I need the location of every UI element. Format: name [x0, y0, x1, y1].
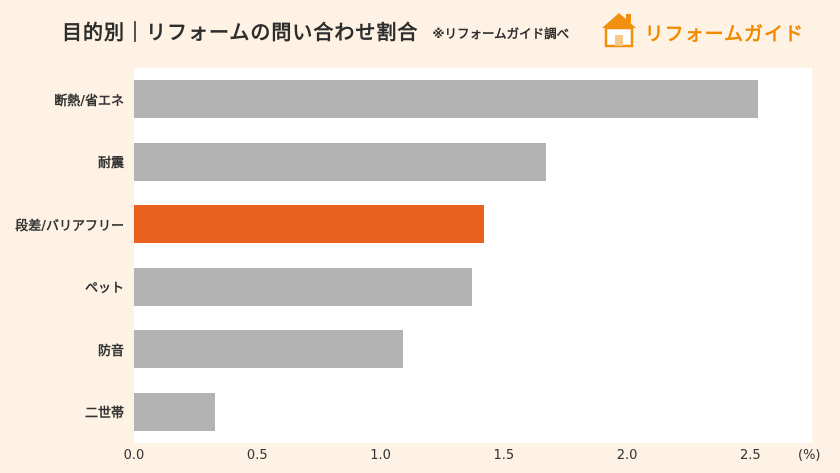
- x-tick-label: 2.0: [616, 448, 638, 463]
- category-label: 二世帯: [84, 406, 124, 422]
- source-note: ※リフォームガイド調べ: [432, 26, 570, 41]
- bar: [134, 392, 216, 431]
- logo-text: リフォームガイド: [644, 22, 804, 45]
- bar: [134, 330, 403, 369]
- category-label: 段差/バリアフリー: [15, 218, 124, 234]
- category-label: 断熱/省エネ: [54, 93, 124, 109]
- x-tick-label: 1.5: [493, 448, 515, 463]
- x-tick-label: 2.5: [740, 448, 761, 463]
- bar: [134, 267, 472, 306]
- bar: [134, 142, 546, 181]
- bar-highlighted: [134, 205, 485, 244]
- bar-row: 二世帯: [85, 381, 812, 444]
- bar-row: 断熱/省エネ: [54, 68, 812, 131]
- category-label: ペット: [84, 281, 124, 297]
- x-tick-label: 0.5: [246, 448, 268, 463]
- bar-row: 段差/バリアフリー: [15, 193, 812, 256]
- x-axis: (%) 0.0 0.5 1.0 1.5 2.0 2.5: [124, 448, 821, 468]
- x-tick-label: 1.0: [370, 448, 391, 463]
- bar-row: ペット: [85, 256, 812, 319]
- page-title: 目的別｜リフォームの問い合わせ割合: [62, 20, 419, 44]
- bar-row: 防音: [98, 318, 812, 381]
- reformguide-logo: リフォームガイド: [600, 12, 804, 52]
- category-label: 耐震: [97, 156, 124, 172]
- bar: [134, 80, 758, 119]
- category-label: 防音: [97, 343, 124, 359]
- bar-row: 耐震: [98, 131, 812, 194]
- house-icon: [600, 12, 638, 52]
- x-tick-label: 0.0: [123, 448, 145, 463]
- chart-header: 目的別｜リフォームの問い合わせ割合 ※リフォームガイド調べ: [62, 16, 569, 45]
- plot-area: 断熱/省エネ耐震段差/バリアフリーペット防音二世帯: [15, 68, 812, 444]
- x-axis-unit-label: (%): [798, 448, 821, 463]
